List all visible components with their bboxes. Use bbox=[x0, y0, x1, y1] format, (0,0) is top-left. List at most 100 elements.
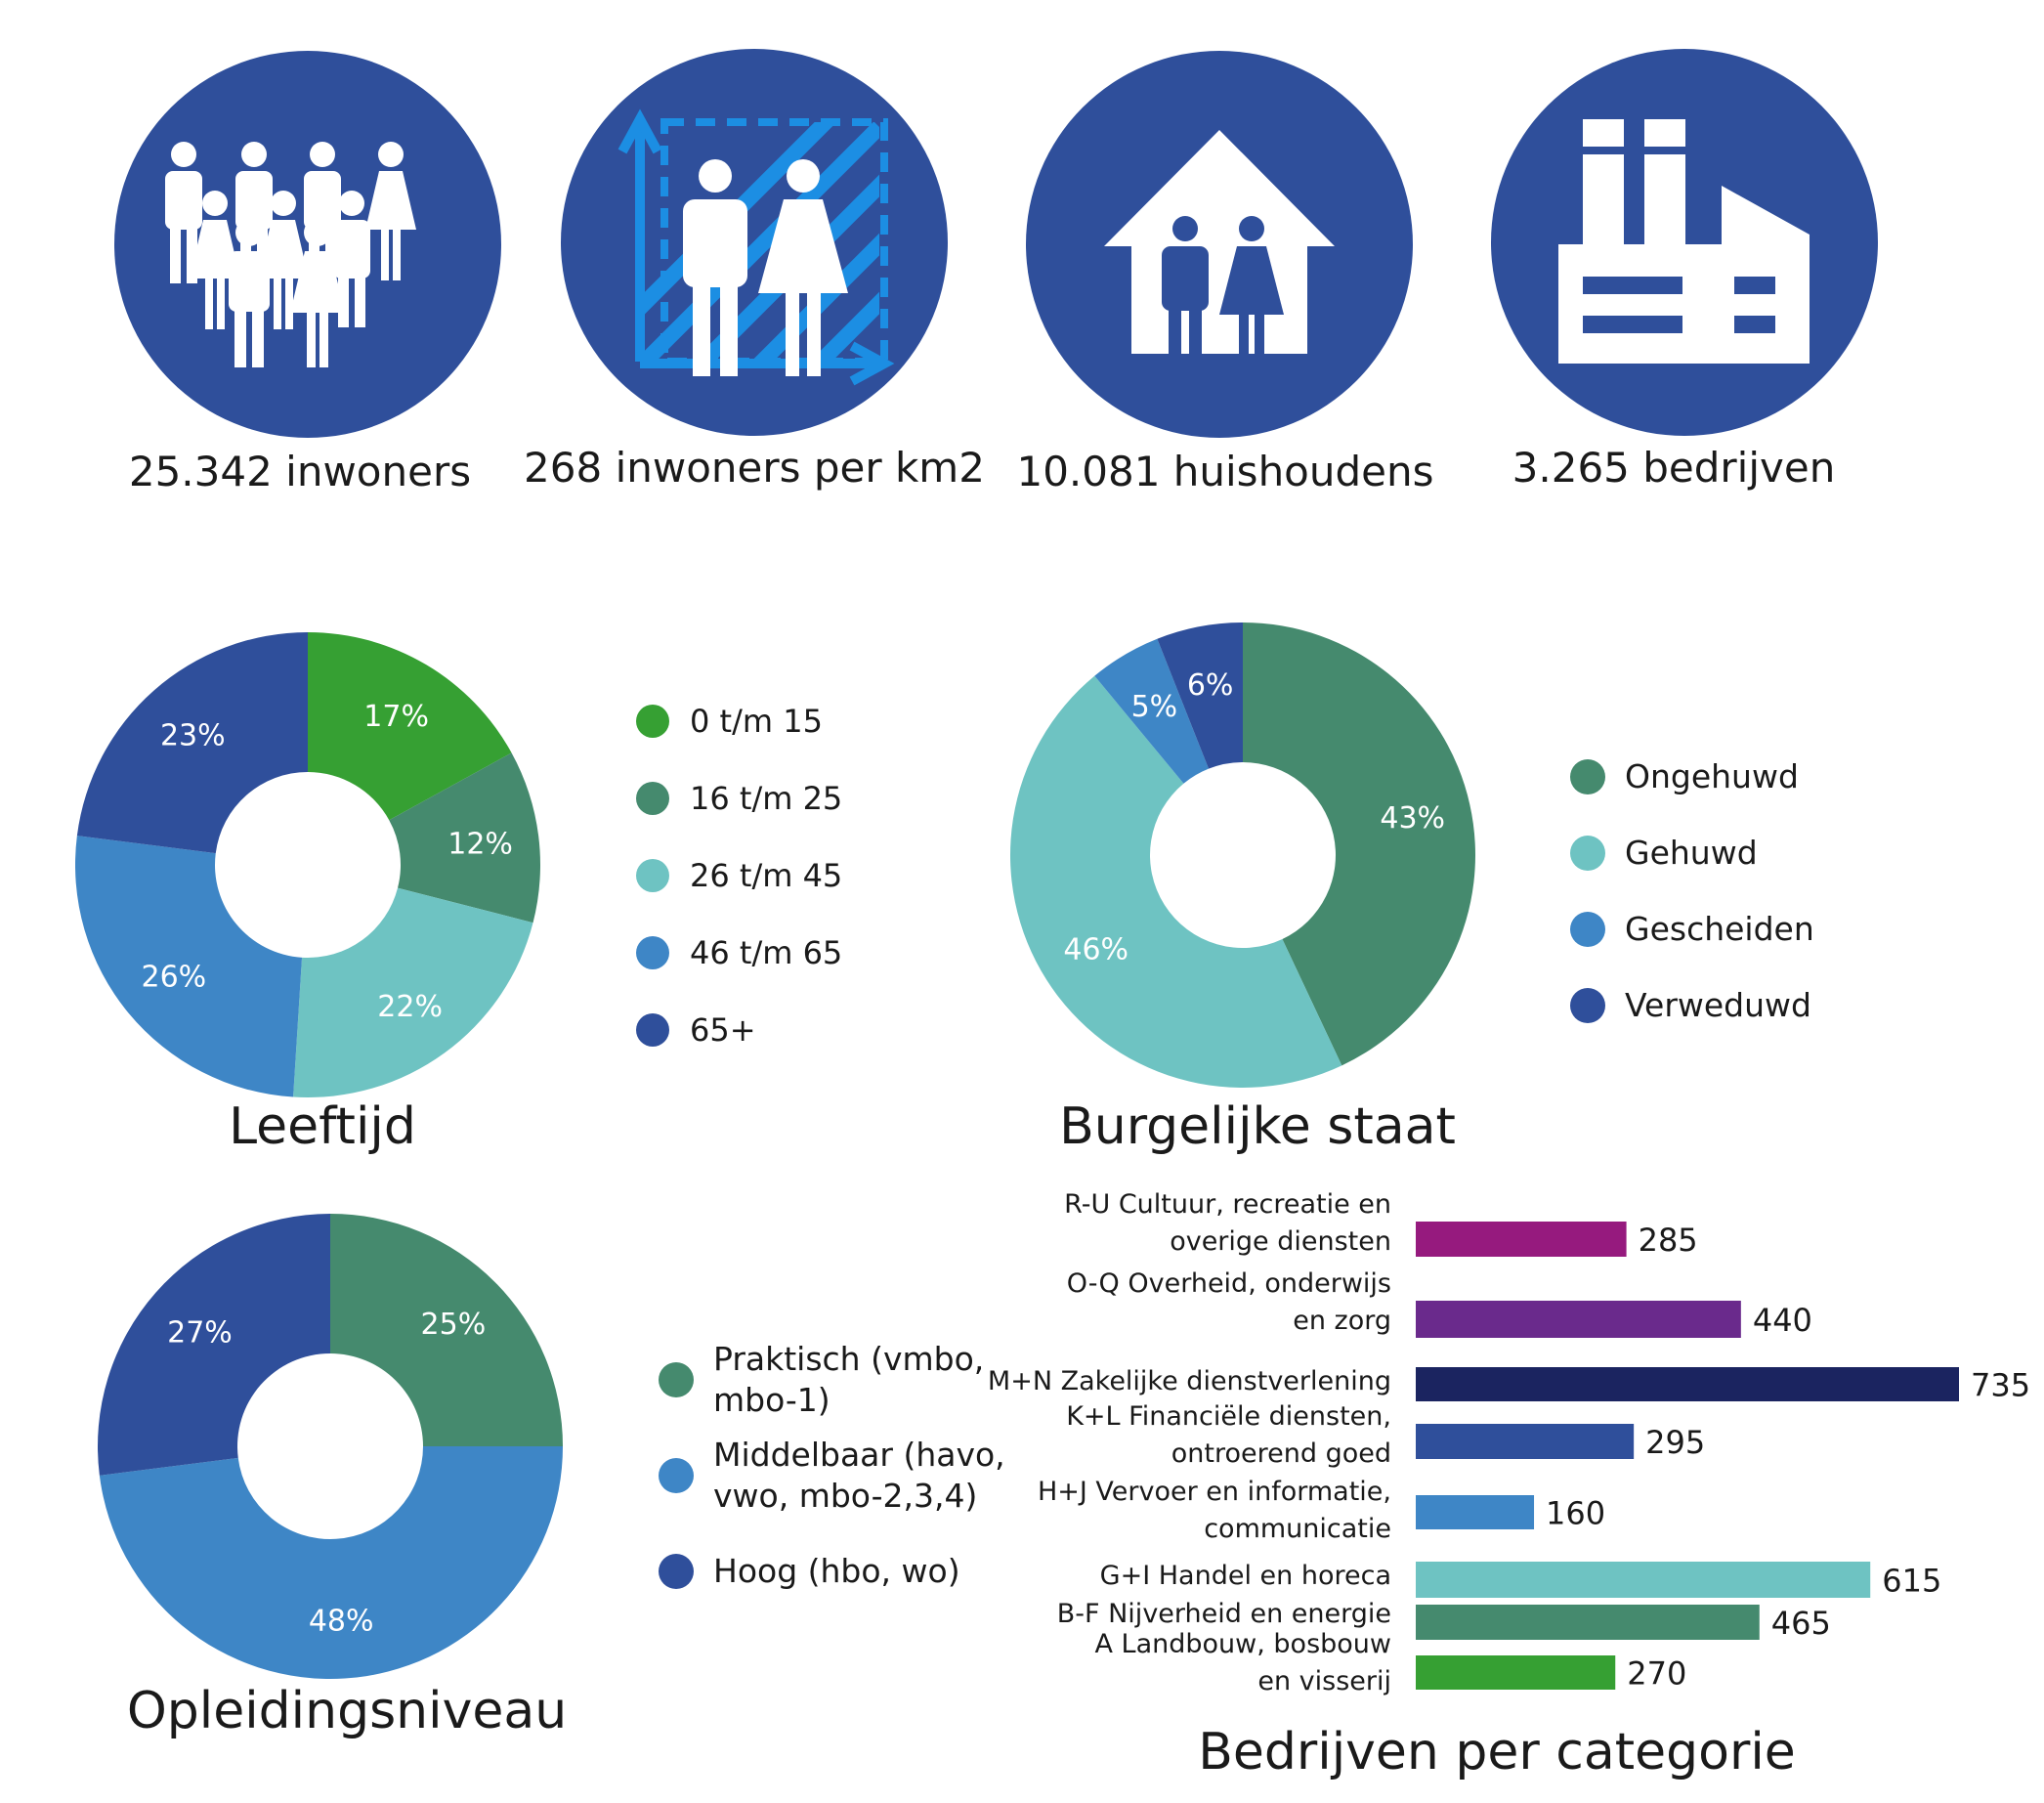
legend-label-middelbaar-havo-vwo-mbo-2-3-4: Middelbaar (havo, bbox=[713, 1436, 1005, 1474]
stat-density bbox=[561, 49, 948, 436]
legend-label-middelbaar-havo-vwo-mbo-2-3-4: vwo, mbo-2,3,4) bbox=[713, 1477, 977, 1515]
slice-46-t-m-65 bbox=[74, 836, 303, 1097]
chart-title-leeftijd: Leeftijd bbox=[229, 1097, 416, 1156]
bar-category-label-m-n-zakelijke-dienstverlening: M+N Zakelijke dienstverlening bbox=[988, 1366, 1391, 1396]
slice-label-hoog-hbo-wo: 27% bbox=[167, 1315, 233, 1350]
legend-swatch-hoog-hbo-wo bbox=[659, 1554, 694, 1589]
legend-swatch-gehuwd bbox=[1570, 836, 1605, 871]
legend-label-16-t-m-25: 16 t/m 25 bbox=[690, 780, 842, 817]
slice-hoog-hbo-wo bbox=[98, 1214, 330, 1476]
slice-ongehuwd bbox=[1243, 622, 1475, 1066]
bar-g-i-handel-en-horeca bbox=[1416, 1562, 1871, 1598]
bar-chart-bedrijven: 285 R-U Cultuur, recreatie en overige dien… bbox=[988, 1189, 2030, 1696]
donut-chart-opleidingsniveau: 25% 48% 27% bbox=[98, 1214, 563, 1680]
chart-title-bedrijven: Bedrijven per categorie bbox=[1198, 1723, 1796, 1782]
legend-label-praktisch-vmbo-mbo-1: Praktisch (vmbo, bbox=[713, 1340, 984, 1378]
bar-r-u-cultuur-recreatie-en bbox=[1416, 1222, 1627, 1257]
bar-category-label-o-q-overheid-onderwijs: en zorg bbox=[1293, 1306, 1391, 1336]
bar-category-label-h-j-vervoer-en-informatie: communicatie bbox=[1204, 1514, 1391, 1544]
bar-value-m-n-zakelijke-dienstverlening: 735 bbox=[1971, 1367, 2030, 1404]
slice-label-16-t-m-25: 12% bbox=[447, 828, 513, 862]
bar-value-k-l-financi-le-diensten: 295 bbox=[1645, 1424, 1705, 1461]
legend-swatch-0-t-m-15 bbox=[636, 705, 669, 738]
legend-swatch-16-t-m-25 bbox=[636, 782, 669, 815]
slice-label-46-t-m-65: 26% bbox=[142, 960, 207, 994]
bar-category-label-g-i-handel-en-horeca: G+I Handel en horeca bbox=[1100, 1561, 1391, 1591]
population-density-icon bbox=[617, 108, 895, 386]
legend-label-0-t-m-15: 0 t/m 15 bbox=[690, 703, 823, 740]
house-icon bbox=[1104, 130, 1335, 373]
legend-swatch-praktisch-vmbo-mbo-1 bbox=[659, 1362, 694, 1397]
legend-label-hoog-hbo-wo: Hoog (hbo, wo) bbox=[713, 1552, 960, 1590]
stat-circle bbox=[114, 51, 501, 438]
legend-label-verweduwd: Verweduwd bbox=[1625, 986, 1811, 1024]
stat-households bbox=[1026, 51, 1413, 438]
bar-value-b-f-nijverheid-en-energie: 465 bbox=[1771, 1605, 1831, 1642]
slice-65 bbox=[76, 631, 308, 854]
donut-chart-leeftijd: 17% 12% 22% 26% 23% bbox=[74, 631, 540, 1097]
legend-burgelijke-staat: Ongehuwd Gehuwd Gescheiden Verweduwd bbox=[1570, 757, 1814, 1024]
stat-label-inhabitants: 25.342 inwoners bbox=[129, 448, 471, 495]
legend-swatch-middelbaar-havo-vwo-mbo-2-3-4 bbox=[659, 1458, 694, 1493]
bar-a-landbouw-bosbouw bbox=[1416, 1655, 1616, 1690]
bar-category-label-r-u-cultuur-recreatie-en: overige diensten bbox=[1170, 1226, 1391, 1257]
legend-label-gescheiden: Gescheiden bbox=[1625, 910, 1814, 948]
stat-crowd bbox=[114, 51, 501, 438]
legend-swatch-gescheiden bbox=[1570, 912, 1605, 947]
bar-category-label-a-landbouw-bosbouw: en visserij bbox=[1257, 1666, 1391, 1696]
stat-label-businesses: 3.265 bedrijven bbox=[1512, 444, 1836, 492]
slice-verweduwd bbox=[1157, 622, 1243, 769]
bar-value-h-j-vervoer-en-informatie: 160 bbox=[1546, 1495, 1605, 1532]
factory-icon bbox=[1558, 119, 1810, 364]
donut-chart-burgelijke-staat: 43% 46% 5% 6% bbox=[1010, 622, 1475, 1088]
slice-16-t-m-25 bbox=[389, 752, 540, 923]
legend-swatch-26-t-m-45 bbox=[636, 859, 669, 892]
slice-label-middelbaar-havo-vwo-mbo-2-3-4: 48% bbox=[309, 1605, 374, 1639]
stat-businesses bbox=[1491, 49, 1878, 436]
legend-swatch-ongehuwd bbox=[1570, 759, 1605, 794]
slice-26-t-m-45 bbox=[293, 887, 533, 1097]
legend-leeftijd: 0 t/m 15 16 t/m 25 26 t/m 45 46 t/m 65 65+ bbox=[636, 703, 842, 1049]
bar-category-label-r-u-cultuur-recreatie-en: R-U Cultuur, recreatie en bbox=[1064, 1189, 1391, 1220]
bar-b-f-nijverheid-en-energie bbox=[1416, 1605, 1760, 1640]
bar-value-r-u-cultuur-recreatie-en: 285 bbox=[1639, 1222, 1698, 1259]
legend-label-gehuwd: Gehuwd bbox=[1625, 834, 1758, 872]
legend-opleidingsniveau: Praktisch (vmbo,mbo-1) Middelbaar (havo,v… bbox=[659, 1340, 1005, 1590]
slice-middelbaar-havo-vwo-mbo-2-3-4 bbox=[99, 1446, 563, 1680]
slice-gescheiden bbox=[1094, 638, 1210, 784]
slice-gehuwd bbox=[1010, 675, 1342, 1088]
bar-k-l-financi-le-diensten bbox=[1416, 1424, 1635, 1459]
bar-category-label-a-landbouw-bosbouw: A Landbouw, bosbouw bbox=[1095, 1629, 1392, 1659]
bar-category-label-k-l-financi-le-diensten: K+L Financiële diensten, bbox=[1066, 1401, 1391, 1432]
legend-swatch-verweduwd bbox=[1570, 988, 1605, 1023]
slice-label-0-t-m-15: 17% bbox=[363, 700, 429, 734]
bar-category-label-o-q-overheid-onderwijs: O-Q Overheid, onderwijs bbox=[1067, 1268, 1391, 1299]
bar-category-label-k-l-financi-le-diensten: ontroerend goed bbox=[1171, 1438, 1391, 1469]
bar-category-label-b-f-nijverheid-en-energie: B-F Nijverheid en energie bbox=[1057, 1599, 1391, 1629]
chart-title-burgelijke-staat: Burgelijke staat bbox=[1059, 1097, 1456, 1156]
legend-swatch-65 bbox=[636, 1013, 669, 1047]
slice-label-65: 23% bbox=[160, 718, 226, 752]
chart-title-opleidingsniveau: Opleidingsniveau bbox=[127, 1682, 567, 1740]
stat-label-households: 10.081 huishoudens bbox=[1016, 448, 1433, 495]
slice-0-t-m-15 bbox=[308, 632, 512, 821]
bar-category-label-h-j-vervoer-en-informatie: H+J Vervoer en informatie, bbox=[1038, 1477, 1391, 1507]
crowd-icon bbox=[165, 142, 416, 367]
bar-o-q-overheid-onderwijs bbox=[1416, 1301, 1741, 1338]
slice-label-ongehuwd: 43% bbox=[1380, 801, 1445, 836]
bar-value-o-q-overheid-onderwijs: 440 bbox=[1753, 1302, 1812, 1339]
bar-value-g-i-handel-en-horeca: 615 bbox=[1882, 1563, 1941, 1600]
slice-label-gehuwd: 46% bbox=[1063, 932, 1128, 966]
legend-swatch-46-t-m-65 bbox=[636, 936, 669, 969]
slice-label-26-t-m-45: 22% bbox=[377, 990, 443, 1024]
legend-label-ongehuwd: Ongehuwd bbox=[1625, 757, 1799, 795]
legend-label-65: 65+ bbox=[690, 1011, 756, 1049]
slice-label-praktisch-vmbo-mbo-1: 25% bbox=[421, 1308, 487, 1342]
bar-m-n-zakelijke-dienstverlening bbox=[1416, 1367, 1959, 1401]
bar-h-j-vervoer-en-informatie bbox=[1416, 1495, 1535, 1529]
slice-praktisch-vmbo-mbo-1 bbox=[330, 1214, 563, 1446]
legend-label-46-t-m-65: 46 t/m 65 bbox=[690, 934, 842, 971]
slice-label-verweduwd: 6% bbox=[1187, 668, 1234, 703]
legend-label-26-t-m-45: 26 t/m 45 bbox=[690, 857, 842, 894]
